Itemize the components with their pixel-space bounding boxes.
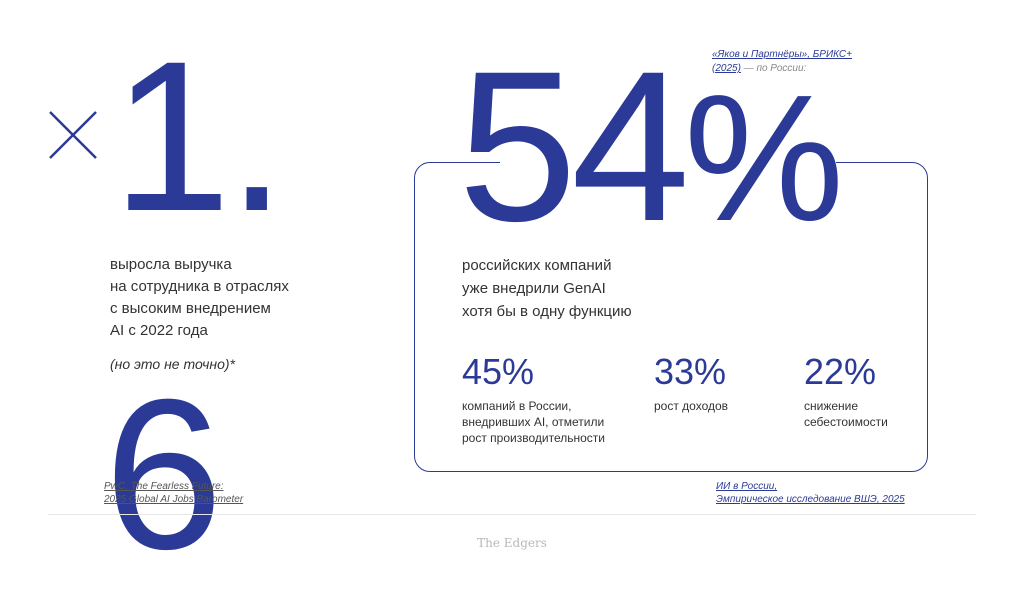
- big-percent-number: 54%: [458, 40, 844, 266]
- bottom-source-link[interactable]: ИИ в России, Эмпирическое исследование В…: [716, 481, 905, 505]
- left-source-link[interactable]: PwC, The Fearless Future: 2025 Global AI…: [104, 481, 244, 505]
- percent-sign: %: [684, 58, 845, 259]
- top-source: «Яков и Партнёры», БРИКС+ (2025) — по Ро…: [712, 48, 882, 76]
- multiply-icon: [49, 111, 97, 159]
- left-description: выросла выручка на сотрудника в отраслях…: [110, 256, 289, 339]
- stat-value-productivity: 45%: [462, 351, 535, 392]
- big-number-top: 1.: [112, 17, 286, 256]
- stat-label-productivity: компаний в России, внедривших AI, отмети…: [462, 399, 605, 445]
- footer-divider: [48, 514, 976, 515]
- brand-logo: The Edgers: [477, 536, 547, 550]
- right-description: российских компаний уже внедрили GenAI х…: [462, 257, 632, 320]
- big-number-bottom: 6: [104, 355, 224, 594]
- left-note: (но это не точно)*: [110, 356, 235, 372]
- card-border-gap: [500, 156, 836, 168]
- stat-label-revenue: рост доходов: [654, 399, 729, 413]
- stat-value-cost: 22%: [804, 351, 877, 392]
- top-source-suffix: — по России:: [740, 63, 807, 74]
- big-number-value: 54: [458, 27, 690, 266]
- stat-label-cost: снижение себестоимости: [804, 399, 888, 429]
- stat-value-revenue: 33%: [654, 351, 727, 392]
- top-source-link[interactable]: «Яков и Партнёры», БРИКС+ (2025): [712, 49, 852, 74]
